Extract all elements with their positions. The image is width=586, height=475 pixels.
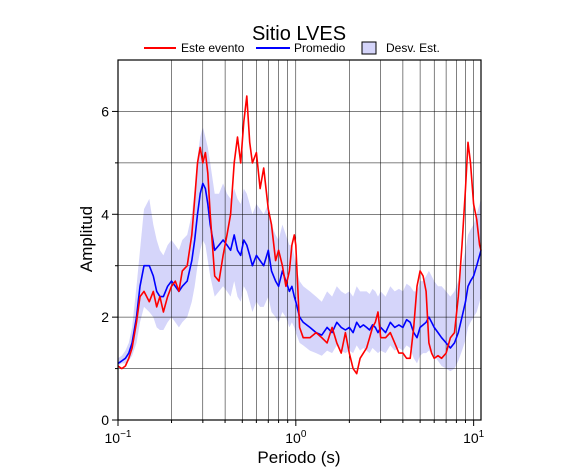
plot-frame <box>117 59 482 421</box>
y-tick-label: 2 <box>101 309 109 325</box>
x-tick-label: 101 <box>463 429 485 446</box>
y-tick-label: 4 <box>101 206 109 222</box>
plot-area: 0 2 4 6 10−1 100 101 <box>101 59 485 446</box>
desv-est-band <box>118 126 481 372</box>
x-tick-label: 10−1 <box>105 429 132 446</box>
legend-label-promedio: Promedio <box>294 41 346 55</box>
legend: Este evento Promedio Desv. Est. <box>144 41 440 55</box>
series-este-evento-line <box>117 95 482 375</box>
legend-label-desv-est: Desv. Est. <box>386 41 440 55</box>
chart-title: Sitio LVES <box>252 23 346 45</box>
legend-swatch-desv-est <box>361 41 377 55</box>
x-tick-label: 100 <box>285 429 307 446</box>
y-axis-label: Amplitud <box>77 206 96 272</box>
y-tick-label: 0 <box>101 412 109 428</box>
x-axis-label: Periodo (s) <box>257 448 340 467</box>
y-tick-label: 6 <box>101 103 109 119</box>
series-promedio-line <box>117 182 482 365</box>
legend-label-este-evento: Este evento <box>181 41 245 55</box>
